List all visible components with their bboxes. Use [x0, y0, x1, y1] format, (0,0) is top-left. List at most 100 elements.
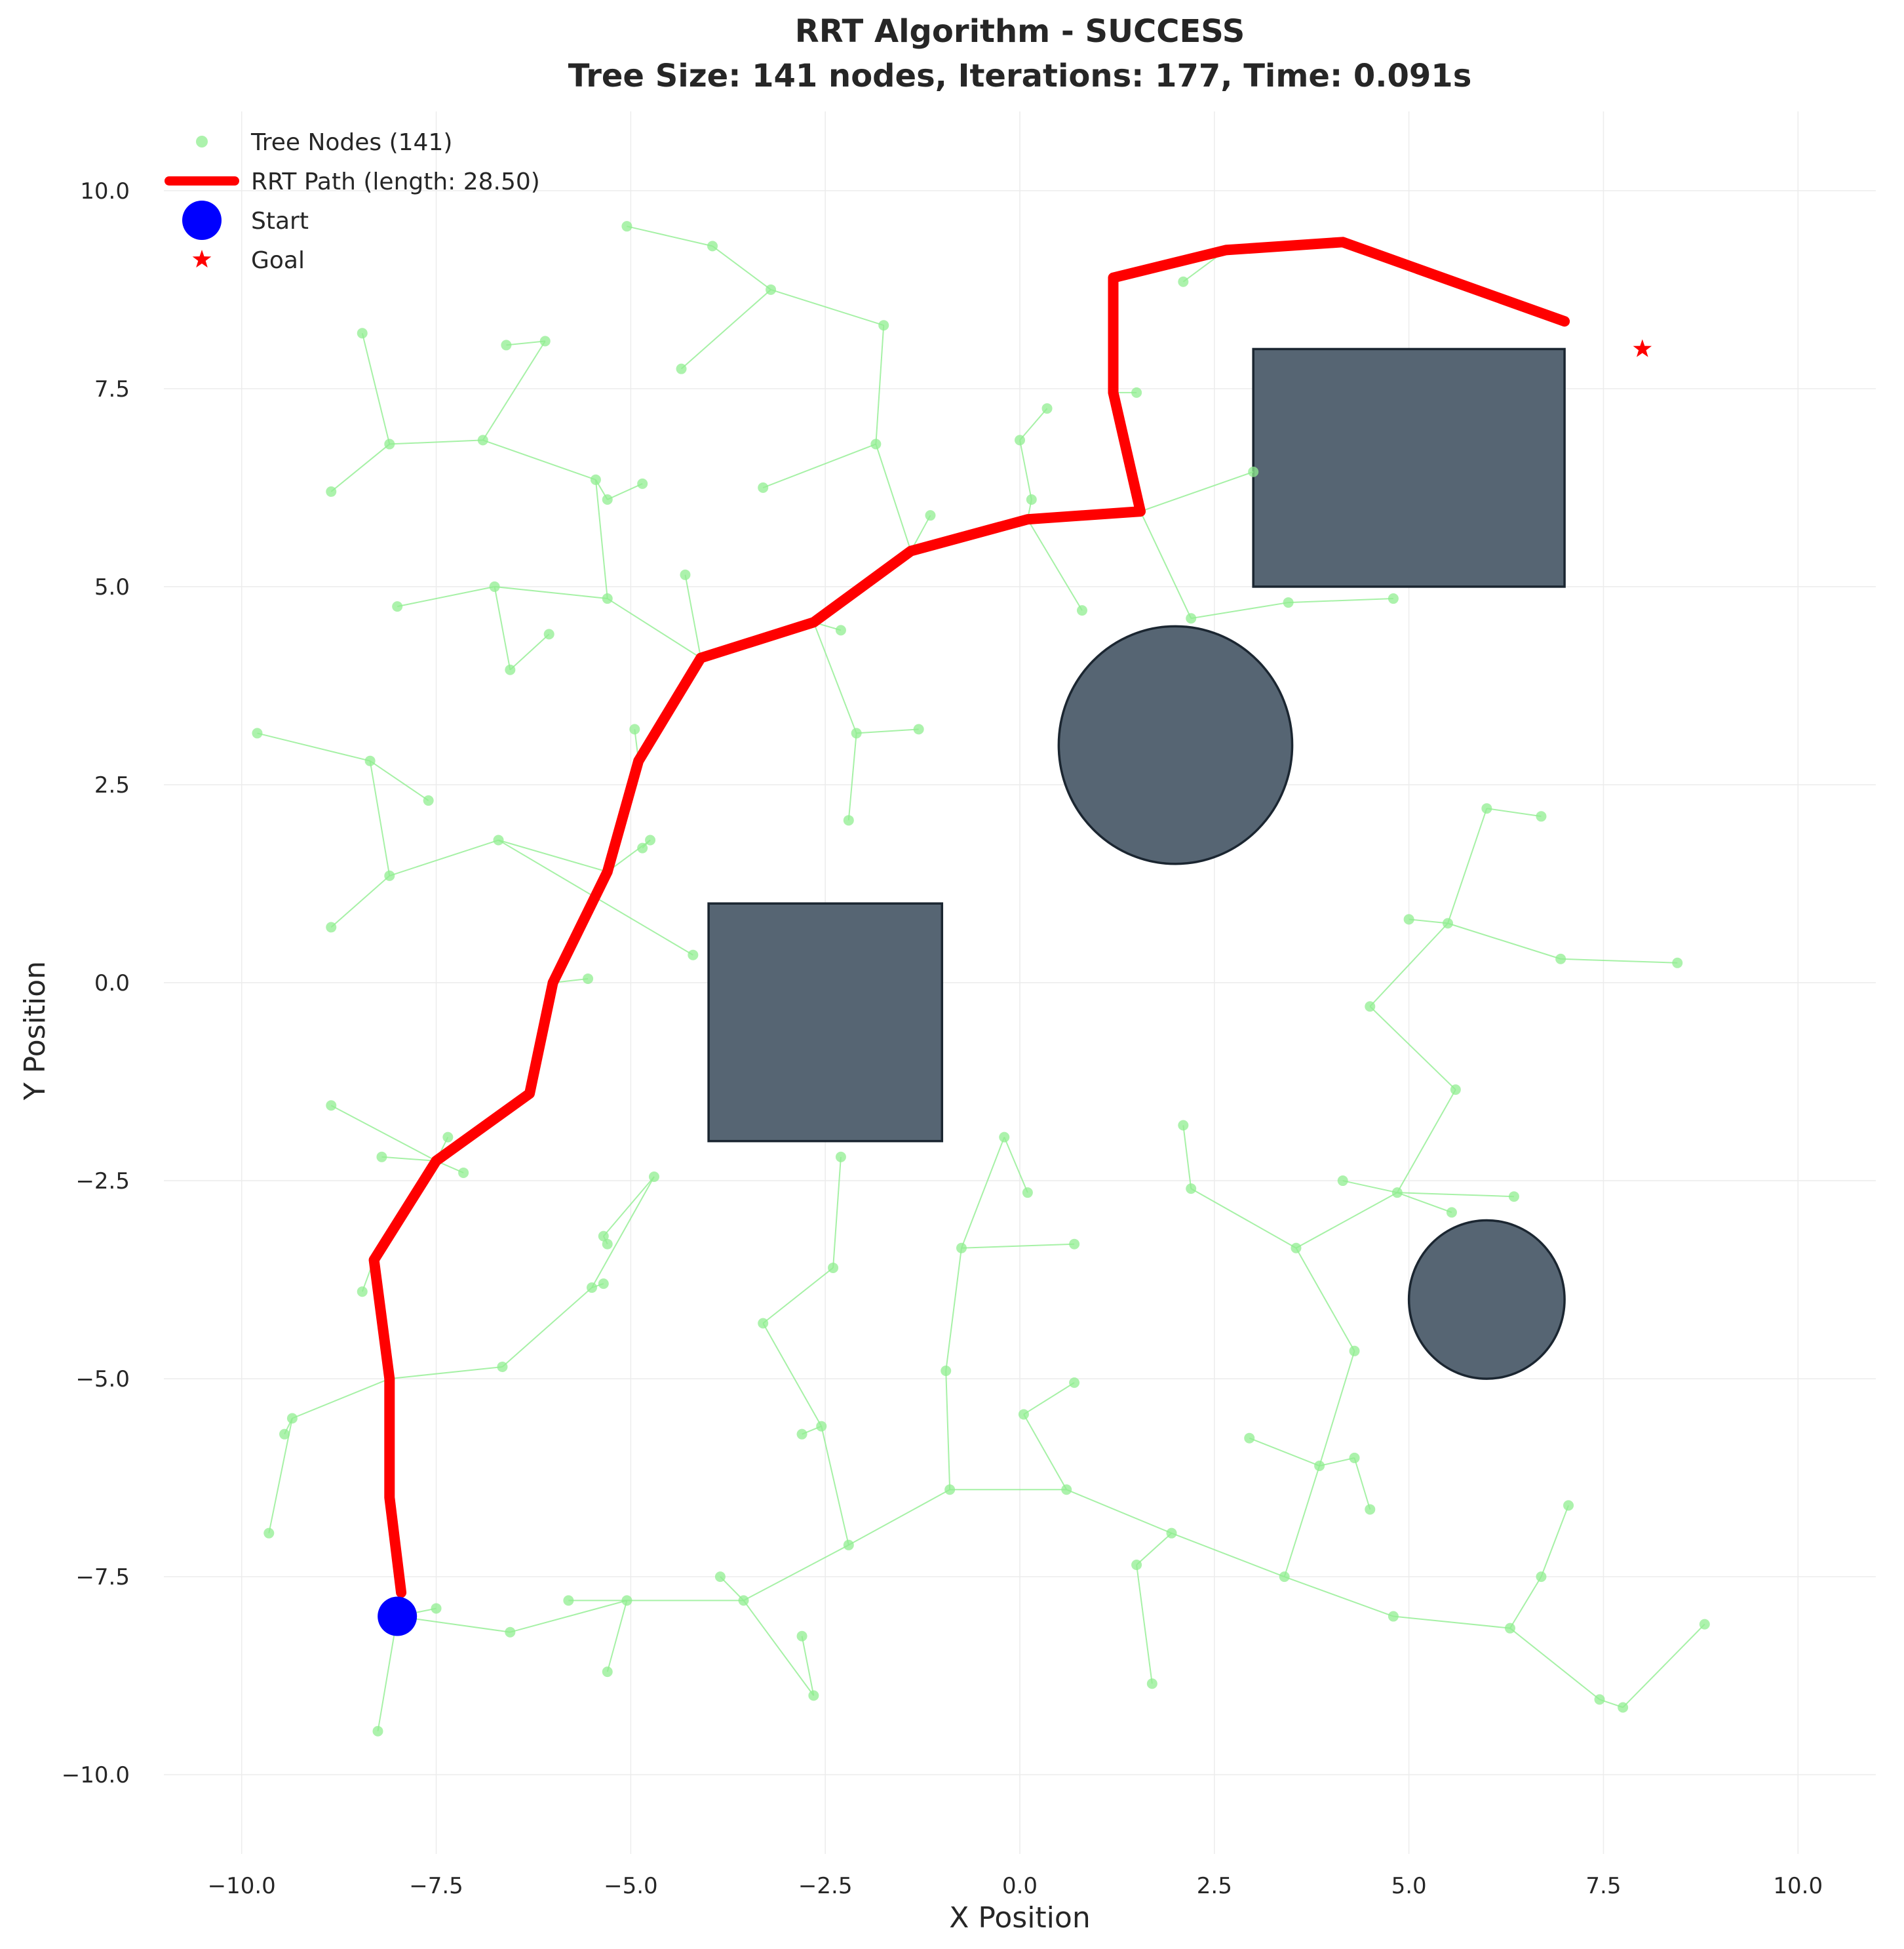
tree-node: [1041, 403, 1053, 414]
tree-edge: [397, 585, 495, 608]
tree-edge: [961, 1137, 1005, 1249]
tree-node: [489, 581, 500, 592]
tree-edge: [498, 839, 608, 873]
tree-node: [878, 320, 889, 331]
chart-subtitle: Tree Size: 141 nodes, Iterations: 177, T…: [568, 58, 1472, 94]
tree-node: [621, 221, 632, 232]
tree-node: [602, 1666, 613, 1678]
y-axis-label: Y Position: [18, 961, 52, 1101]
tree-node: [1388, 1611, 1399, 1622]
tree-edge: [1019, 408, 1048, 441]
tree-node: [364, 755, 376, 766]
tree-node: [1178, 276, 1189, 287]
tree-edge: [1369, 922, 1448, 1007]
tree-edge: [1284, 1576, 1394, 1617]
tree-node: [1672, 957, 1683, 968]
tree-edge: [1447, 808, 1488, 924]
tree-edge: [1066, 1489, 1172, 1534]
tree-node: [941, 1366, 952, 1377]
x-tick-label: −5.0: [604, 1873, 658, 1899]
tree-edge: [494, 585, 608, 600]
tree-node: [1244, 1432, 1255, 1444]
tree-node: [1022, 1187, 1033, 1198]
tree-edge: [1409, 918, 1448, 924]
tree-edge: [1023, 1382, 1075, 1415]
tree-edge: [1171, 1532, 1285, 1578]
tree-node: [944, 1484, 956, 1495]
tree-node: [286, 1413, 298, 1424]
tree-node: [1314, 1460, 1325, 1471]
tree-edge: [1136, 1564, 1153, 1684]
tree-edge: [381, 1156, 437, 1162]
tree-edge: [1019, 440, 1032, 500]
x-tick-label: 0.0: [1002, 1873, 1038, 1899]
tree-node: [1291, 1242, 1302, 1253]
tree-node: [1536, 1571, 1547, 1583]
tree-edge: [762, 1323, 823, 1427]
legend-node-swatch: [196, 136, 208, 148]
tree-edges: [257, 226, 1705, 1731]
tree-node: [621, 1595, 632, 1606]
tree-node: [766, 284, 777, 295]
legend-start-swatch: [182, 201, 222, 240]
tree-node: [835, 625, 846, 636]
tree-node: [676, 363, 687, 374]
tree-edge: [684, 574, 702, 658]
start-goal-markers: [378, 339, 1652, 1636]
tree-edge: [509, 633, 550, 671]
tree-node: [1166, 1527, 1177, 1539]
tree-edge: [1396, 1089, 1456, 1193]
x-tick-label: 5.0: [1391, 1873, 1427, 1899]
tree-node: [1069, 1238, 1080, 1250]
tree-node: [758, 1318, 769, 1329]
tree-node: [539, 336, 551, 347]
tree-node: [1248, 466, 1259, 477]
tree-edge: [292, 1378, 390, 1419]
tree-node: [1504, 1623, 1515, 1634]
tree-node: [999, 1132, 1010, 1143]
tree-node: [431, 1603, 442, 1614]
tree-edge: [1182, 1125, 1192, 1189]
tree-nodes: [252, 221, 1710, 1737]
tree-edge: [370, 760, 429, 801]
tree-node: [1403, 914, 1414, 925]
tree-node: [598, 1230, 609, 1242]
tree-node: [956, 1242, 967, 1253]
tree-node: [1279, 1571, 1290, 1583]
tree-node: [738, 1595, 749, 1606]
tree-edge: [720, 1576, 745, 1602]
y-tick-label: −5.0: [75, 1366, 130, 1392]
tree-node: [828, 1262, 839, 1273]
tree-edge: [369, 760, 391, 876]
tree-node: [505, 1626, 516, 1638]
legend-item: Start: [182, 201, 309, 240]
tree-node: [758, 482, 769, 493]
tree-node: [372, 1725, 383, 1737]
y-tick-label: −2.5: [75, 1168, 130, 1194]
tree-node: [796, 1630, 807, 1642]
tree-edge: [1353, 1457, 1371, 1510]
x-tick-label: −2.5: [798, 1873, 853, 1899]
tree-node: [497, 1361, 508, 1372]
tree-edge: [591, 1176, 655, 1288]
tree-node: [1186, 613, 1197, 624]
tree-edge: [510, 1600, 627, 1633]
tree-edge: [257, 732, 370, 762]
tree-node: [1026, 494, 1037, 505]
legend: Tree Nodes (141) RRT Path (length: 28.50)…: [165, 129, 540, 274]
tree-edge: [1561, 958, 1678, 964]
obstacles: [707, 347, 1566, 1380]
tree-edge: [603, 1176, 655, 1237]
tree-node: [602, 494, 613, 505]
x-tick-label: −7.5: [409, 1873, 463, 1899]
y-tick-labels: 10.0 7.5 5.0 2.5 0.0 −2.5 −5.0 −7.5 −10.0: [62, 178, 130, 1788]
tree-node: [1365, 1504, 1376, 1515]
obstacle-circle: [1407, 1219, 1566, 1380]
tree-node: [493, 835, 504, 846]
tree-node: [796, 1428, 807, 1440]
tree-node: [637, 478, 648, 489]
tree-edge: [762, 1267, 834, 1324]
tree-node: [925, 510, 936, 521]
tree-edge: [1393, 1615, 1511, 1629]
tree-node: [442, 1132, 454, 1143]
